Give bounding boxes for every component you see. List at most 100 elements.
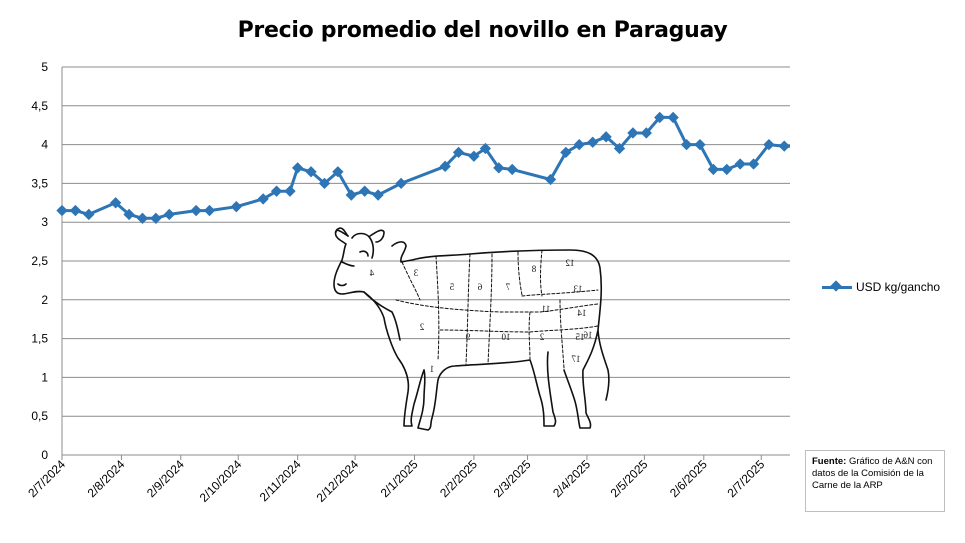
y-tick-label: 5 — [41, 60, 48, 74]
x-tick-label: 2/5/2025 — [608, 457, 651, 500]
x-axis — [61, 67, 790, 456]
cut-number: 3 — [413, 268, 418, 278]
data-point — [493, 162, 505, 174]
data-point — [721, 163, 733, 176]
data-point — [163, 208, 175, 221]
x-tick-label: 2/11/2024 — [257, 457, 304, 504]
data-point — [613, 142, 626, 155]
x-tick-label: 2/3/2025 — [491, 457, 534, 500]
y-tick-label: 2,5 — [31, 254, 48, 268]
data-point — [190, 204, 202, 217]
x-tick-label: 2/2/2025 — [437, 457, 480, 500]
cut-number: 15 — [575, 332, 585, 342]
data-point — [257, 193, 269, 205]
data-point — [150, 212, 162, 224]
data-point — [332, 166, 344, 178]
data-point — [123, 208, 135, 221]
data-point — [694, 138, 706, 151]
data-point — [305, 166, 317, 178]
x-tick-label: 2/1/2025 — [378, 457, 421, 500]
y-tick-label: 0,5 — [31, 409, 48, 423]
y-tick-label: 4 — [41, 138, 48, 152]
legend-marker-icon — [822, 280, 852, 292]
y-axis-ticks: 0 0,5 1 1,5 2 2,5 3 3,5 4 4,5 5 — [31, 60, 48, 462]
data-point — [763, 138, 775, 151]
series-line — [62, 115, 790, 220]
legend-label: USD kg/gancho — [856, 280, 941, 294]
x-tick-label: 2/10/2024 — [197, 457, 245, 505]
data-point — [284, 185, 296, 197]
x-tick-label: 2/6/2025 — [667, 457, 710, 500]
cut-number: 2 — [420, 322, 425, 332]
legend: USD kg/gancho — [822, 280, 940, 294]
data-point — [640, 127, 652, 139]
data-point — [479, 142, 492, 155]
data-point — [359, 185, 371, 197]
cut-number: 12 — [566, 258, 575, 268]
data-point — [345, 189, 357, 201]
y-tick-label: 1 — [41, 370, 48, 384]
cut-number: 4 — [369, 268, 374, 278]
cut-number: 7 — [505, 282, 510, 292]
data-point — [506, 163, 518, 176]
data-point — [680, 138, 693, 151]
cut-number: 9 — [465, 332, 470, 342]
data-point — [587, 136, 599, 148]
data-point — [270, 185, 283, 197]
x-tick-label: 2/9/2024 — [144, 457, 187, 500]
chart-title: Precio promedio del novillo en Paraguay — [237, 18, 728, 43]
cut-number: 14 — [577, 308, 587, 318]
data-point — [627, 127, 639, 139]
data-point — [395, 177, 407, 190]
data-point — [452, 146, 465, 159]
x-axis-ticks: 2/7/2024 2/8/2024 2/9/2024 2/10/2024 2/11/20… — [25, 455, 768, 505]
data-point — [707, 163, 720, 176]
cut-number: 5 — [449, 282, 454, 292]
data-point — [734, 158, 746, 170]
x-tick-label: 2/12/2024 — [314, 457, 362, 505]
data-point — [667, 111, 679, 124]
cut-number: 2 — [540, 332, 545, 342]
cut-number: 11 — [542, 304, 551, 314]
x-tick-label: 2/8/2024 — [85, 457, 128, 500]
data-point — [69, 204, 82, 217]
y-tick-label: 3,5 — [31, 176, 48, 190]
cut-number: 6 — [477, 282, 482, 292]
data-point — [439, 160, 451, 172]
data-point — [291, 162, 304, 174]
data-point — [372, 189, 384, 201]
cow-cuts-illustration — [333, 227, 610, 431]
data-point — [468, 150, 480, 162]
y-tick-label: 0 — [41, 448, 48, 462]
gridlines — [62, 66, 790, 456]
y-tick-label: 4,5 — [31, 99, 48, 113]
data-point — [544, 173, 557, 186]
y-tick-label: 2 — [41, 293, 48, 307]
source-text: Gráfico de A&N con datos de la Comisión … — [812, 456, 933, 491]
source-note: Fuente: Gráfico de A&N con datos de la C… — [805, 450, 945, 512]
data-point — [230, 201, 242, 213]
data-point — [136, 212, 149, 224]
data-point — [83, 208, 95, 221]
cut-number: 8 — [531, 264, 536, 274]
cut-number: 17 — [571, 354, 581, 364]
data-point — [747, 158, 760, 170]
data-point — [318, 177, 331, 190]
data-point — [600, 131, 612, 143]
x-tick-label: 2/7/2025 — [724, 457, 767, 500]
x-tick-label: 2/4/2025 — [550, 457, 593, 500]
y-tick-label: 3 — [41, 215, 48, 229]
data-point — [56, 204, 68, 217]
data-point — [560, 146, 572, 159]
data-point — [778, 140, 790, 152]
cut-number: 10 — [501, 332, 511, 342]
x-tick-label: 2/7/2024 — [25, 457, 68, 500]
source-label: Fuente: — [812, 456, 847, 467]
cut-number: 13 — [573, 284, 583, 294]
cut-number: 1 — [430, 364, 435, 374]
y-tick-label: 1,5 — [31, 332, 48, 346]
data-point — [203, 204, 216, 217]
cut-number: 16 — [583, 330, 593, 340]
